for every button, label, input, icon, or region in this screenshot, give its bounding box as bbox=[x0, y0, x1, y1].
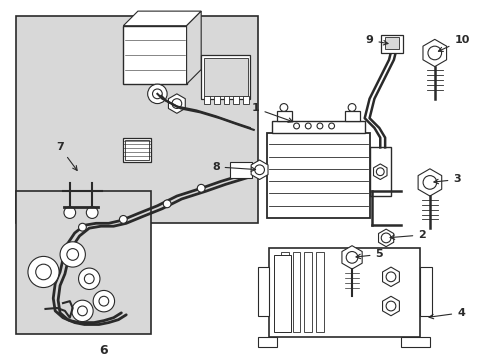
Text: 7: 7 bbox=[56, 143, 77, 170]
Circle shape bbox=[381, 233, 390, 243]
Circle shape bbox=[99, 296, 108, 306]
Bar bbox=[203, 58, 247, 96]
Text: 8: 8 bbox=[211, 162, 255, 172]
Circle shape bbox=[147, 84, 167, 104]
Bar bbox=[230, 162, 251, 177]
Circle shape bbox=[28, 256, 59, 288]
Circle shape bbox=[72, 300, 93, 321]
Bar bbox=[213, 96, 219, 104]
Text: 2: 2 bbox=[389, 230, 425, 240]
Circle shape bbox=[172, 99, 182, 108]
Bar bbox=[419, 267, 431, 316]
Bar bbox=[381, 35, 402, 53]
Circle shape bbox=[78, 306, 87, 316]
Text: 4: 4 bbox=[428, 308, 464, 319]
Circle shape bbox=[86, 207, 98, 219]
Text: 3: 3 bbox=[433, 175, 460, 184]
Circle shape bbox=[346, 252, 357, 263]
Circle shape bbox=[197, 184, 204, 192]
Polygon shape bbox=[186, 11, 201, 84]
Bar bbox=[201, 55, 249, 99]
Bar bbox=[281, 252, 288, 332]
Text: 9: 9 bbox=[365, 35, 387, 45]
Text: 5: 5 bbox=[355, 249, 382, 260]
Bar bbox=[125, 140, 148, 160]
Circle shape bbox=[280, 104, 287, 111]
Bar bbox=[267, 133, 369, 219]
Bar bbox=[223, 96, 229, 104]
Circle shape bbox=[305, 123, 310, 129]
Circle shape bbox=[84, 274, 94, 284]
Circle shape bbox=[347, 104, 355, 111]
Bar bbox=[269, 248, 419, 337]
Text: 6: 6 bbox=[100, 344, 108, 357]
Bar bbox=[274, 255, 290, 332]
Circle shape bbox=[316, 123, 322, 129]
Bar bbox=[257, 267, 269, 316]
Circle shape bbox=[36, 264, 51, 280]
Circle shape bbox=[254, 165, 264, 175]
Bar bbox=[243, 96, 248, 104]
Circle shape bbox=[67, 249, 79, 260]
Circle shape bbox=[386, 272, 395, 282]
Bar bbox=[203, 96, 209, 104]
Circle shape bbox=[328, 123, 334, 129]
Circle shape bbox=[386, 301, 395, 311]
Circle shape bbox=[119, 216, 127, 223]
Circle shape bbox=[376, 168, 384, 176]
Circle shape bbox=[64, 207, 76, 219]
Bar bbox=[272, 121, 364, 133]
Bar bbox=[400, 337, 429, 347]
Bar bbox=[345, 111, 359, 121]
Circle shape bbox=[93, 291, 114, 312]
Text: 1: 1 bbox=[251, 103, 292, 122]
Text: 10: 10 bbox=[438, 35, 469, 51]
Circle shape bbox=[60, 242, 85, 267]
Circle shape bbox=[427, 46, 441, 60]
Bar bbox=[233, 96, 239, 104]
Circle shape bbox=[293, 123, 299, 129]
Bar bbox=[257, 337, 277, 347]
Circle shape bbox=[79, 268, 100, 289]
Bar bbox=[304, 252, 311, 332]
Circle shape bbox=[422, 176, 436, 189]
Bar bbox=[16, 16, 257, 223]
Bar bbox=[123, 26, 186, 84]
Bar bbox=[385, 37, 398, 49]
Bar bbox=[123, 138, 150, 162]
Circle shape bbox=[152, 89, 162, 99]
Bar bbox=[292, 252, 300, 332]
Circle shape bbox=[79, 223, 86, 231]
Bar bbox=[369, 147, 390, 196]
Bar bbox=[16, 191, 150, 334]
Circle shape bbox=[163, 200, 171, 208]
Polygon shape bbox=[123, 11, 201, 26]
Bar bbox=[277, 111, 291, 121]
Bar bbox=[315, 252, 323, 332]
